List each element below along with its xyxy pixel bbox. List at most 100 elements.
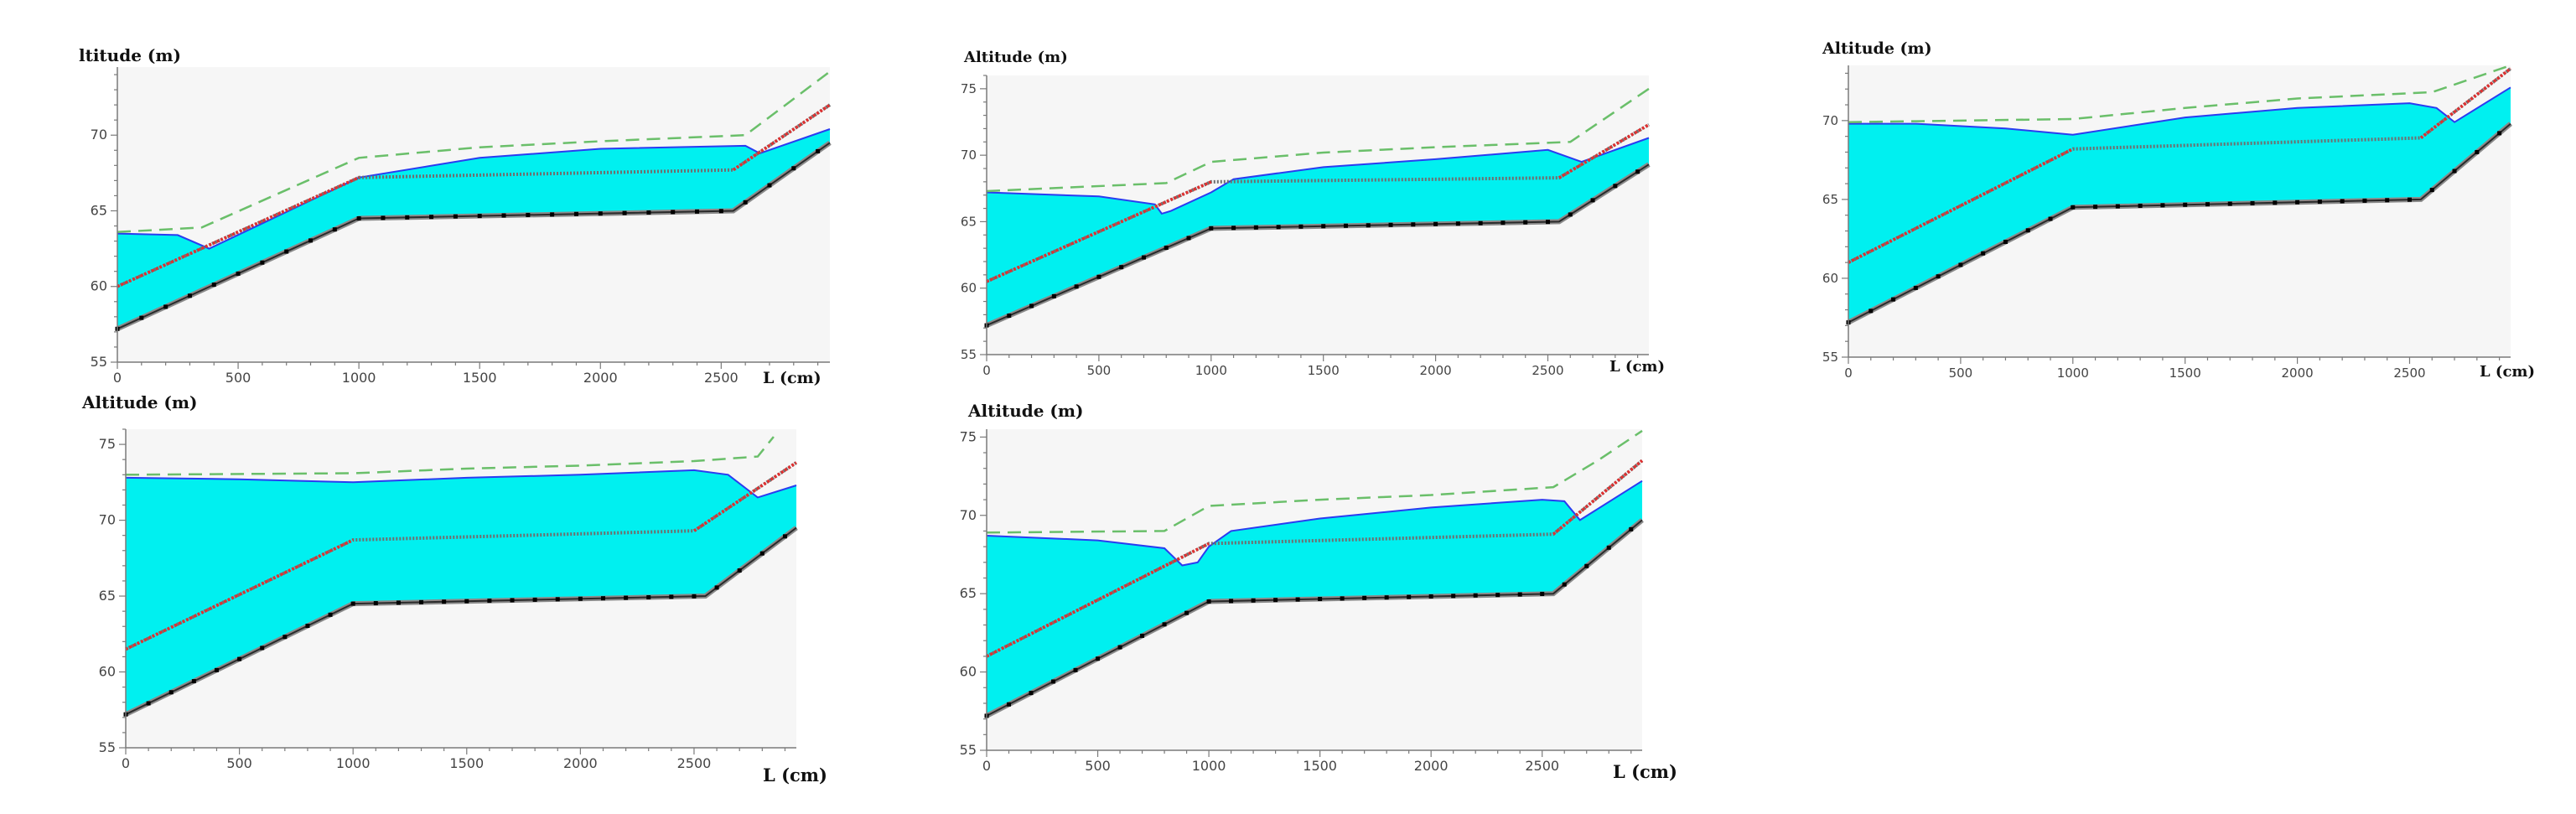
bottom-marker: [1007, 702, 1012, 707]
bottom-marker: [328, 612, 333, 617]
bottom-marker: [2497, 131, 2502, 136]
bottom-marker: [573, 211, 578, 216]
bottom-marker: [1411, 222, 1416, 227]
x-tick-label: 500: [1085, 758, 1111, 774]
bottom-marker: [1318, 596, 1323, 601]
x-tick-label: 1000: [336, 755, 371, 771]
chain-line: [117, 103, 832, 288]
bottom-marker: [1869, 308, 1874, 314]
water-area: [117, 129, 830, 329]
chart-panel-4: 55 60 65 70 75 0 500 1000 1500 2000 2500: [99, 428, 798, 771]
x-tick-label: 1000: [2057, 366, 2089, 381]
bottom-marker: [2475, 149, 2480, 154]
bottom-marker: [2048, 216, 2053, 221]
bottom-marker: [767, 183, 772, 188]
chain-line: [986, 122, 1651, 283]
bottom-marker: [578, 596, 583, 601]
bottom-marker: [669, 594, 674, 599]
x-tick-label: 1500: [2169, 366, 2201, 381]
bottom-marker: [477, 214, 482, 219]
bottom-marker: [1407, 594, 1412, 599]
x-axis-label: L (cm): [763, 765, 827, 785]
bottom-marker: [501, 213, 506, 218]
bottom-marker: [782, 534, 787, 539]
bottom-marker: [1051, 293, 1056, 298]
chart-svg: 55 60 65 70 75 0 500 1000 1500 2000 2500: [99, 428, 798, 771]
chain-line: [986, 459, 1644, 658]
y-tick-label: 65: [91, 202, 107, 218]
x-tick-label: 2500: [1525, 758, 1559, 774]
bottom-marker: [1162, 622, 1167, 627]
bottom-marker: [1891, 297, 1896, 302]
y-tick-label: 70: [99, 512, 116, 528]
bottom-marker: [350, 601, 355, 606]
x-tick-label: 2000: [583, 370, 618, 386]
red-line-left: [125, 538, 354, 651]
x-tick-label: 2500: [1532, 363, 1563, 378]
bottom-marker: [2452, 169, 2457, 174]
bottom-marker: [1251, 598, 1256, 603]
bottom-marker: [2205, 202, 2210, 207]
bottom-marker: [2317, 200, 2322, 205]
bottom-marker: [1231, 226, 1236, 231]
bottom-marker: [308, 238, 314, 243]
bottom-marker: [405, 215, 410, 220]
dashed-line: [125, 436, 775, 476]
bottom-marker: [2385, 198, 2390, 203]
x-tick-label: 1500: [463, 370, 497, 386]
bottom-marker: [214, 667, 219, 672]
chart-svg: 55 60 65 70 75 0 500 1000 1500 2000 2500: [961, 75, 1651, 378]
water-surface-line: [117, 128, 831, 250]
y-tick-label: 60: [961, 281, 977, 296]
bottom-marker: [1029, 303, 1034, 308]
bottom-marker: [671, 210, 676, 215]
bottom-marker: [1517, 592, 1522, 597]
y-axis-label: Altitude (m): [967, 401, 1087, 421]
dashed-line: [986, 429, 1643, 534]
x-tick-label: 500: [225, 370, 251, 386]
bottom-marker: [1295, 597, 1300, 602]
x-tick-label: 500: [1949, 366, 1973, 381]
y-axis-label: ltitude (m): [77, 45, 184, 65]
y-tick-label: 55: [1822, 350, 1838, 365]
x-tick-label: 2500: [677, 755, 712, 771]
x-tick-label: 0: [982, 758, 991, 774]
bottom-marker: [191, 679, 196, 684]
bottom-marker: [211, 283, 216, 288]
chain-line: [125, 461, 798, 651]
chart-svg: 55 60 65 70 0 500 1000 1500 2000 2500: [91, 67, 832, 386]
bottom-marker: [1501, 220, 1506, 226]
chart-panel-5: 55 60 65 70 75 0 500 1000 1500 2000 2500: [960, 428, 1644, 774]
red-line-left: [986, 542, 1210, 658]
y-tick-label: 70: [1822, 113, 1838, 128]
x-tick-label: 500: [1087, 363, 1112, 378]
red-line-right: [1552, 459, 1644, 536]
bottom-marker: [2362, 198, 2367, 203]
x-tick-label: 1500: [1308, 363, 1340, 378]
x-tick-label: 0: [122, 755, 130, 771]
bottom-marker: [1981, 251, 1986, 256]
water-area: [1848, 87, 2511, 323]
red-line-right: [1558, 123, 1650, 179]
bottom-marker: [532, 597, 537, 602]
y-tick-label: 75: [961, 81, 977, 96]
bottom-marker: [373, 601, 378, 606]
y-axis-label: Altitude (m): [80, 392, 201, 412]
y-tick-label: 60: [91, 278, 107, 294]
bottom-marker: [1273, 598, 1278, 603]
bottom-marker: [419, 599, 424, 604]
bottom-marker: [646, 595, 651, 600]
bottom-marker: [168, 690, 174, 695]
bottom-marker: [2183, 202, 2188, 207]
bottom-marker: [1051, 679, 1056, 684]
y-tick-label: 55: [961, 347, 977, 362]
bottom-marker: [332, 227, 337, 232]
y-tick-label: 70: [960, 507, 977, 523]
bottom-marker: [2407, 197, 2412, 202]
bottom-marker: [2273, 200, 2278, 205]
x-tick-label: 2000: [1419, 363, 1451, 378]
bottom-marker: [464, 599, 469, 604]
bottom-marker: [816, 148, 821, 153]
bottom-marker: [1562, 582, 1567, 587]
red-line-right: [732, 103, 831, 172]
